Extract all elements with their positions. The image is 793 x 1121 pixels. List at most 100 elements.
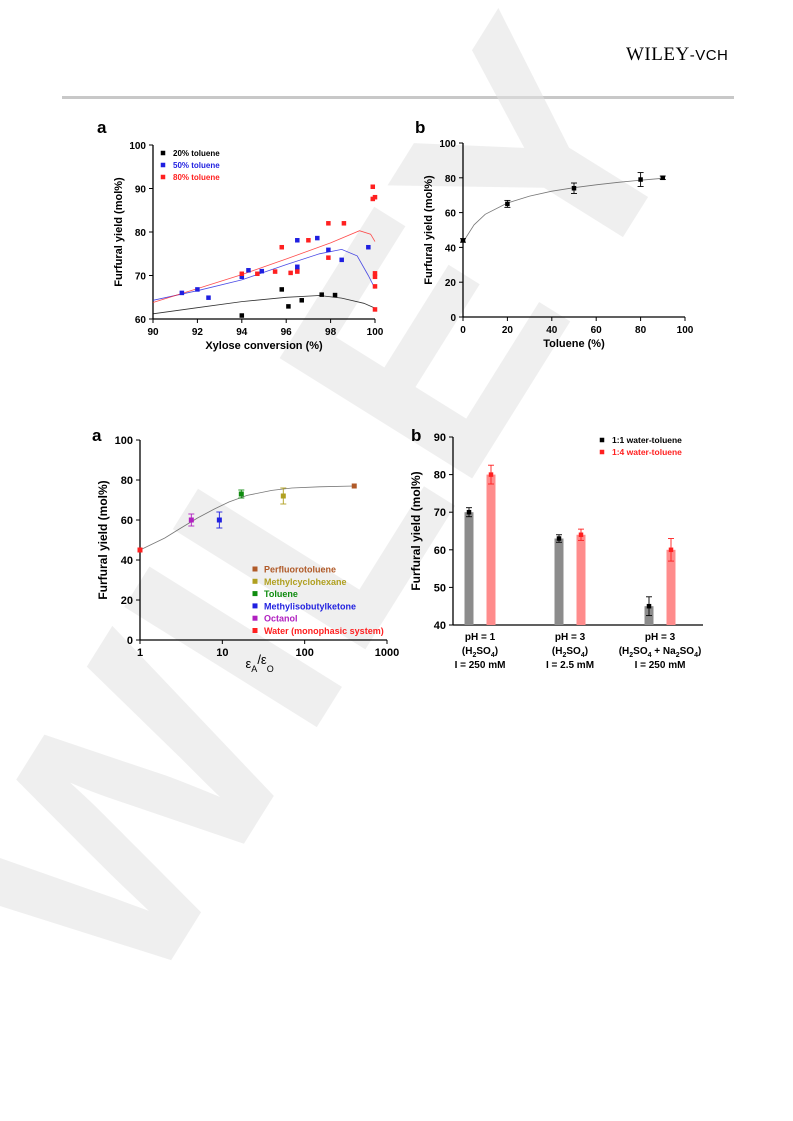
panel-letter: a — [92, 426, 102, 445]
data-point — [137, 547, 143, 553]
y-tick-label: 40 — [445, 243, 457, 254]
legend-marker — [252, 603, 258, 609]
bar-top-marker — [556, 536, 562, 541]
data-point — [341, 221, 347, 226]
data-point — [216, 517, 222, 523]
category-label-line1: pH = 3 — [555, 632, 586, 643]
data-point — [372, 284, 378, 289]
data-point — [505, 201, 510, 207]
legend-label: Methylisobutylketone — [264, 601, 356, 611]
data-point — [372, 307, 378, 312]
category-label-part: 4 — [694, 652, 698, 659]
data-point — [239, 313, 245, 318]
x-label-part: A — [251, 664, 257, 674]
data-point — [288, 270, 293, 276]
category-label-part: (H — [619, 646, 630, 657]
header-divider — [62, 96, 734, 99]
legend-marker — [599, 449, 605, 455]
trend-line — [139, 485, 355, 551]
category-label-part: SO — [680, 646, 695, 657]
category-label-line3: I = 250 mM — [455, 660, 506, 671]
legend-label: Perfluorotoluene — [264, 565, 336, 575]
data-point — [319, 292, 324, 297]
category-label-line3: I = 2.5 mM — [546, 660, 594, 671]
brand-main: WILEY — [626, 44, 690, 65]
y-tick-label: 20 — [121, 595, 133, 607]
data-point — [326, 221, 331, 226]
x-tick-label: 94 — [236, 327, 248, 338]
y-tick-label: 100 — [439, 139, 456, 150]
x-tick-label: 100 — [367, 327, 384, 338]
data-point — [259, 268, 265, 274]
category-label-part: 2 — [676, 652, 680, 659]
y-tick-label: 70 — [135, 272, 147, 283]
category-label-line2: (H2SO4 + Na2SO4) — [619, 646, 702, 659]
y-tick-label: 80 — [135, 228, 147, 239]
trend-line — [462, 177, 663, 243]
legend-marker — [252, 615, 258, 621]
x-label-part: ε — [246, 656, 252, 671]
category-label-part: (H — [462, 646, 473, 657]
data-point — [286, 304, 291, 309]
data-point — [279, 244, 285, 250]
x-tick-label: 80 — [635, 325, 647, 336]
category-label-part: ) — [495, 646, 498, 657]
y-axis-label: Furfural yield (mol%) — [423, 175, 435, 285]
data-point — [326, 247, 331, 253]
category-label-part: SO — [476, 646, 491, 657]
legend-label: 20% toluene — [173, 149, 220, 158]
data-point — [660, 175, 666, 181]
y-tick-label: 80 — [121, 475, 133, 487]
category-label-line2: (H2SO4) — [462, 646, 498, 659]
category-label-line1: pH = 3 — [645, 632, 676, 643]
data-point — [351, 483, 357, 489]
legend-marker — [160, 150, 166, 156]
x-tick-label: 1000 — [375, 647, 399, 659]
legend-label: Methylcyclohexane — [264, 577, 347, 587]
category-label-part: 4 — [491, 652, 495, 659]
data-point — [279, 287, 285, 292]
x-label-part: /ε — [257, 652, 267, 667]
data-point — [332, 292, 338, 298]
y-tick-label: 100 — [129, 141, 146, 152]
y-tick-label: 80 — [434, 470, 446, 482]
category-label-line2: (H2SO4) — [552, 646, 588, 659]
category-label-part: ) — [585, 646, 588, 657]
y-tick-label: 0 — [127, 635, 133, 647]
x-label-part: O — [267, 664, 274, 674]
y-tick-label: 60 — [434, 545, 446, 557]
legend-marker — [252, 628, 258, 633]
data-point — [326, 255, 331, 260]
bar-top-marker — [668, 547, 674, 553]
legend-marker — [160, 174, 166, 180]
bar — [554, 538, 564, 625]
data-point — [315, 235, 320, 241]
data-point — [246, 268, 251, 273]
legend-label: 1:1 water-toluene — [612, 435, 682, 445]
category-label-part: 4 — [581, 652, 585, 659]
category-label-part: SO — [633, 646, 648, 657]
legend-label: Water (monophasic system) — [264, 626, 384, 636]
legend-marker — [599, 437, 605, 443]
bar-top-marker — [488, 472, 494, 477]
data-point — [370, 184, 376, 190]
x-axis-label: Toluene (%) — [543, 338, 605, 350]
watermark-text: WILEY — [0, 0, 753, 1047]
y-tick-label: 80 — [445, 174, 457, 185]
axes: 40 50 60 70 80 90 Furfural yield (mol%) — [409, 432, 703, 632]
axes: 0 20 40 60 80 100 0 20 40 60 80 100 Furfural yield (… — [423, 139, 694, 336]
x-tick-label: 96 — [281, 327, 293, 338]
data-point — [195, 287, 200, 292]
data-point — [239, 271, 245, 277]
data-point — [460, 238, 466, 243]
y-tick-label: 0 — [450, 313, 456, 324]
data-point — [280, 493, 286, 499]
x-axis-label: Xylose conversion (%) — [205, 340, 323, 352]
legend-marker — [160, 162, 166, 168]
x-tick-label: 20 — [502, 325, 514, 336]
bar-top-marker — [466, 509, 472, 515]
brand-sub: VCH — [695, 47, 729, 64]
data-point — [188, 517, 194, 523]
legend-label: 1:4 water-toluene — [612, 447, 682, 457]
